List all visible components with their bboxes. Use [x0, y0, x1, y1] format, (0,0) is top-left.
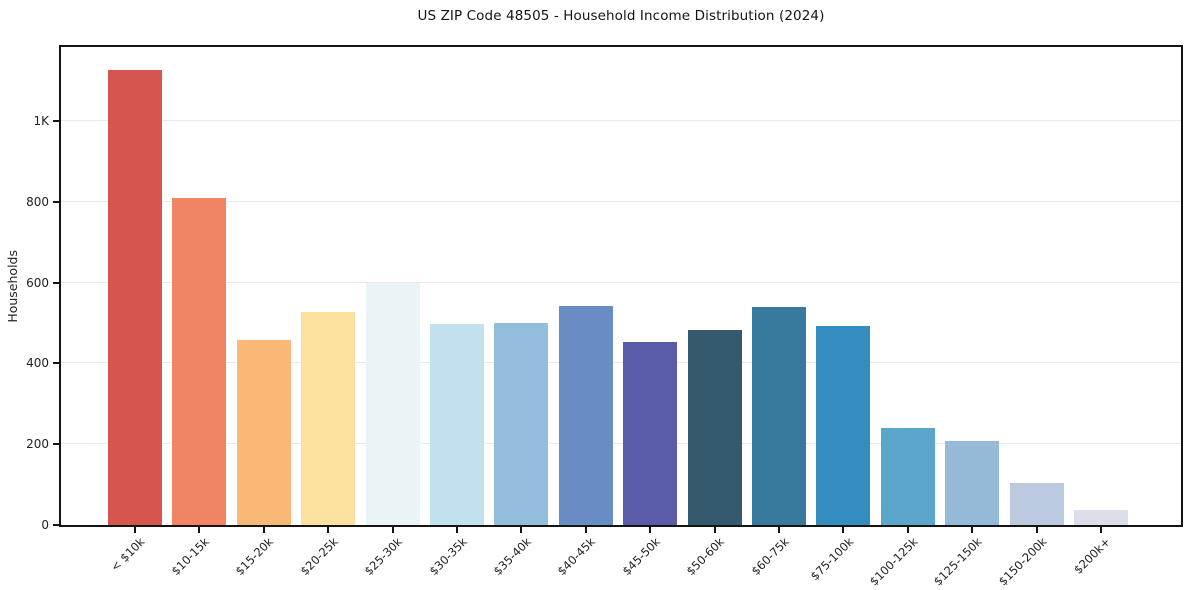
x-tick-mark	[971, 527, 974, 533]
y-tick-label: 200	[26, 437, 49, 452]
gridline	[61, 362, 1181, 364]
bar-50-60k	[687, 329, 742, 525]
x-tick-label: $100-125k	[866, 534, 921, 589]
bar-60-75k	[752, 306, 806, 525]
x-tick-mark	[649, 527, 652, 533]
gridline	[61, 119, 1181, 121]
x-tick-mark	[584, 527, 587, 533]
gridline	[61, 200, 1181, 202]
x-tick-mark	[520, 527, 523, 533]
bar-30-35k	[430, 324, 484, 525]
gridline	[61, 281, 1181, 283]
chart-title: US ZIP Code 48505 - Household Income Dis…	[417, 8, 825, 24]
bar-200k	[1074, 510, 1128, 525]
bar-75-100k	[816, 326, 871, 525]
plot-area	[59, 45, 1183, 527]
y-tick-mark	[53, 524, 59, 526]
x-tick-mark	[198, 527, 201, 533]
x-tick-label: $200k+	[1071, 534, 1114, 577]
x-tick-label: $45-50k	[619, 534, 663, 579]
x-tick-mark	[713, 527, 716, 533]
x-tick-label: $50-60k	[683, 534, 728, 579]
bar-25-30k	[365, 282, 420, 525]
x-tick-mark	[842, 527, 845, 533]
x-tick-mark	[1100, 527, 1102, 533]
bar-20-25k	[301, 311, 356, 525]
bar-100-125k	[880, 428, 935, 525]
x-tick-mark	[391, 527, 394, 533]
y-tick-label: 0	[41, 518, 49, 532]
x-tick-label: $75-100k	[807, 534, 856, 584]
y-tick-mark	[53, 443, 59, 446]
x-tick-label: < $10k	[107, 534, 148, 575]
gridline	[61, 443, 1181, 445]
x-tick-mark	[134, 527, 136, 533]
bar-125-150k	[945, 441, 1000, 525]
y-tick-mark	[53, 362, 59, 365]
x-tick-label: $25-30k	[361, 534, 406, 579]
bar-10k	[108, 69, 162, 525]
y-tick-label: 600	[26, 275, 49, 290]
bar-15-20k	[236, 340, 291, 525]
y-tick-mark	[53, 200, 59, 203]
y-tick-mark	[53, 281, 59, 284]
y-tick-label: 1K	[33, 113, 49, 128]
x-tick-label: $60-75k	[748, 534, 792, 579]
y-tick-label: 400	[26, 356, 49, 371]
x-tick-mark	[1035, 527, 1038, 533]
bar-40-45k	[558, 306, 613, 525]
x-tick-mark	[906, 527, 909, 533]
bar-150-200k	[1009, 482, 1064, 525]
x-tick-mark	[262, 527, 265, 533]
x-tick-label: $40-45k	[554, 534, 599, 579]
x-tick-label: $150-200k	[995, 534, 1050, 589]
x-tick-label: $125-150k	[930, 534, 985, 589]
bar-45-50k	[623, 341, 678, 525]
x-tick-mark	[778, 527, 780, 533]
bar-35-40k	[494, 322, 549, 525]
x-tick-label: $10-15k	[168, 534, 212, 579]
x-tick-mark	[456, 527, 458, 533]
x-tick-label: $30-35k	[426, 534, 470, 579]
x-tick-label: $35-40k	[490, 534, 534, 579]
x-tick-mark	[327, 527, 330, 533]
x-tick-label: $20-25k	[297, 534, 341, 579]
y-tick-mark	[53, 119, 59, 122]
x-tick-label: $15-20k	[232, 534, 277, 579]
y-tick-label: 800	[26, 194, 49, 209]
bar-10-15k	[172, 197, 227, 525]
